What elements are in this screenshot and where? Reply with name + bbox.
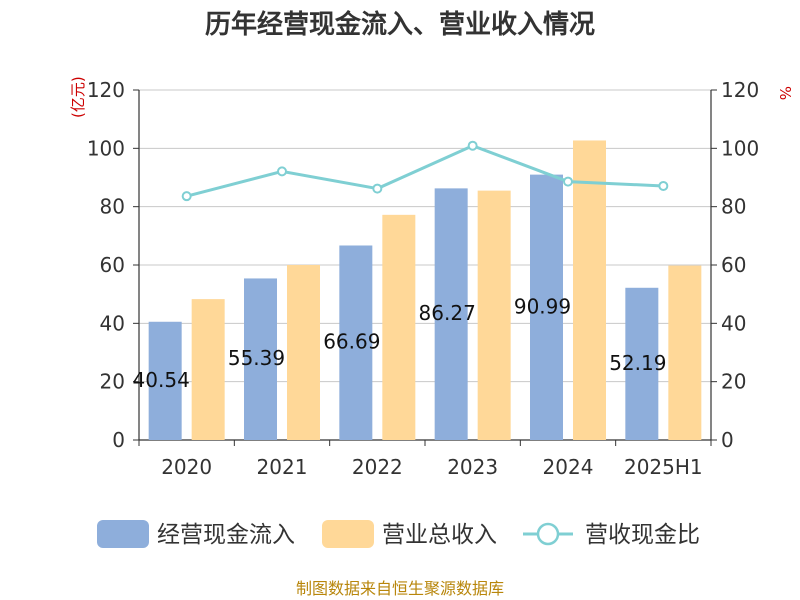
bar-revenue (382, 214, 416, 440)
x-tick-label: 2024 (543, 455, 594, 479)
x-tick-label: 2022 (352, 455, 403, 479)
data-labels: 40.54 55.39 66.69 86.27 90.99 52.19 (133, 294, 667, 392)
chart-title: 历年经营现金流入、营业收入情况 (205, 9, 595, 40)
data-label: 66.69 (323, 330, 380, 354)
x-tick-label: 2025H1 (624, 455, 703, 479)
left-tick-label: 120 (87, 78, 125, 102)
right-tick-label: 0 (721, 428, 734, 452)
gridlines (139, 89, 711, 383)
ratio-point (181, 191, 192, 202)
right-tick-label: 60 (721, 253, 746, 277)
axes: 0 20 40 60 80 100 120 0 20 40 60 80 100 120 2020 2021 20… (87, 78, 759, 479)
left-tick-label: 60 (100, 253, 125, 277)
data-label: 52.19 (609, 351, 666, 375)
right-tick-label: 120 (721, 78, 759, 102)
ratio-point (277, 166, 287, 177)
left-tick-label: 40 (100, 311, 125, 335)
right-axis-unit: % (776, 86, 794, 100)
ratio-point (563, 176, 573, 187)
bar-revenue (668, 265, 702, 440)
right-tick-label: 40 (721, 311, 746, 335)
right-tick-label: 20 (721, 370, 746, 394)
bar-cash-inflow (339, 245, 373, 440)
bar-cash-inflow (625, 287, 659, 440)
data-label: 55.39 (228, 346, 285, 370)
legend-label: 营收现金比 (585, 522, 700, 548)
ratio-line (181, 140, 669, 202)
legend: 经营现金流入 营业总收入 营收现金比 (97, 520, 700, 548)
left-tick-label: 100 (87, 136, 125, 160)
left-tick-label: 0 (112, 428, 125, 452)
ratio-point (467, 140, 478, 151)
left-tick-label: 80 (100, 195, 125, 219)
left-tick-label: 20 (100, 370, 125, 394)
legend-swatch (97, 520, 149, 548)
x-tick-label: 2020 (161, 455, 212, 479)
bar-revenue (287, 265, 320, 440)
source-note: 制图数据来自恒生聚源数据库 (296, 579, 504, 598)
x-tick-label: 2021 (257, 455, 308, 479)
bar-cash-inflow (244, 278, 277, 440)
legend-marker (536, 522, 560, 546)
bars (148, 140, 702, 441)
bar-revenue (573, 140, 606, 441)
bar-cash-inflow (148, 321, 182, 440)
right-tick-label: 100 (721, 136, 759, 160)
legend-label: 经营现金流入 (157, 522, 295, 548)
bar-revenue (191, 299, 225, 440)
data-label: 40.54 (133, 368, 190, 392)
right-tick-label: 80 (721, 195, 746, 219)
bar-cash-inflow (434, 188, 468, 440)
left-axis-unit: (亿元) (69, 76, 87, 118)
bar-revenue (477, 190, 511, 440)
data-label: 90.99 (514, 294, 571, 318)
legend-label: 营业总收入 (382, 522, 497, 548)
ratio-line-path (186, 144, 664, 198)
data-label: 86.27 (419, 301, 476, 325)
ratio-point (658, 180, 669, 191)
legend-swatch (322, 520, 374, 548)
ratio-point (372, 183, 383, 194)
x-tick-label: 2023 (447, 455, 498, 479)
bar-cash-inflow (530, 174, 563, 441)
